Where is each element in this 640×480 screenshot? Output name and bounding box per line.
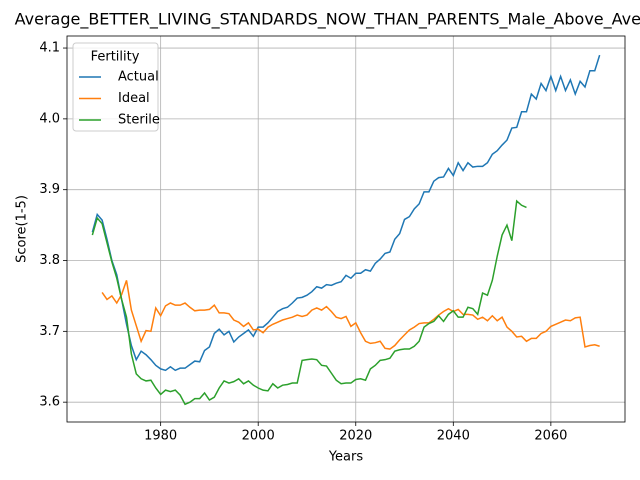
legend-box bbox=[72, 42, 159, 132]
legend-label: Actual bbox=[118, 70, 159, 85]
series-line bbox=[91, 54, 601, 372]
y-tick-label: 3.6 bbox=[39, 395, 60, 410]
legend-title: Fertility bbox=[91, 50, 140, 65]
y-tick-label: 3.9 bbox=[39, 182, 60, 197]
legend-label: Ideal bbox=[118, 91, 150, 106]
x-tick-label: 1980 bbox=[144, 429, 177, 444]
legend-label: Sterile bbox=[118, 113, 160, 128]
series-line bbox=[101, 280, 600, 350]
x-tick-label: 2020 bbox=[339, 429, 372, 444]
x-tick-label: 2040 bbox=[437, 429, 470, 444]
series-line bbox=[91, 199, 527, 406]
chart-title: Average_BETTER_LIVING_STANDARDS_NOW_THAN… bbox=[15, 10, 640, 30]
y-axis-label: Score(1-5) bbox=[15, 195, 30, 263]
x-axis-label: Years bbox=[328, 450, 364, 465]
y-tick-label: 3.7 bbox=[39, 324, 60, 339]
y-tick-label: 4.0 bbox=[39, 111, 60, 126]
x-tick-label: 2000 bbox=[242, 429, 275, 444]
y-tick-label: 4.1 bbox=[39, 41, 60, 56]
plot-frame bbox=[66, 35, 626, 423]
x-tick-label: 2060 bbox=[534, 429, 567, 444]
y-tick-label: 3.8 bbox=[39, 253, 60, 268]
